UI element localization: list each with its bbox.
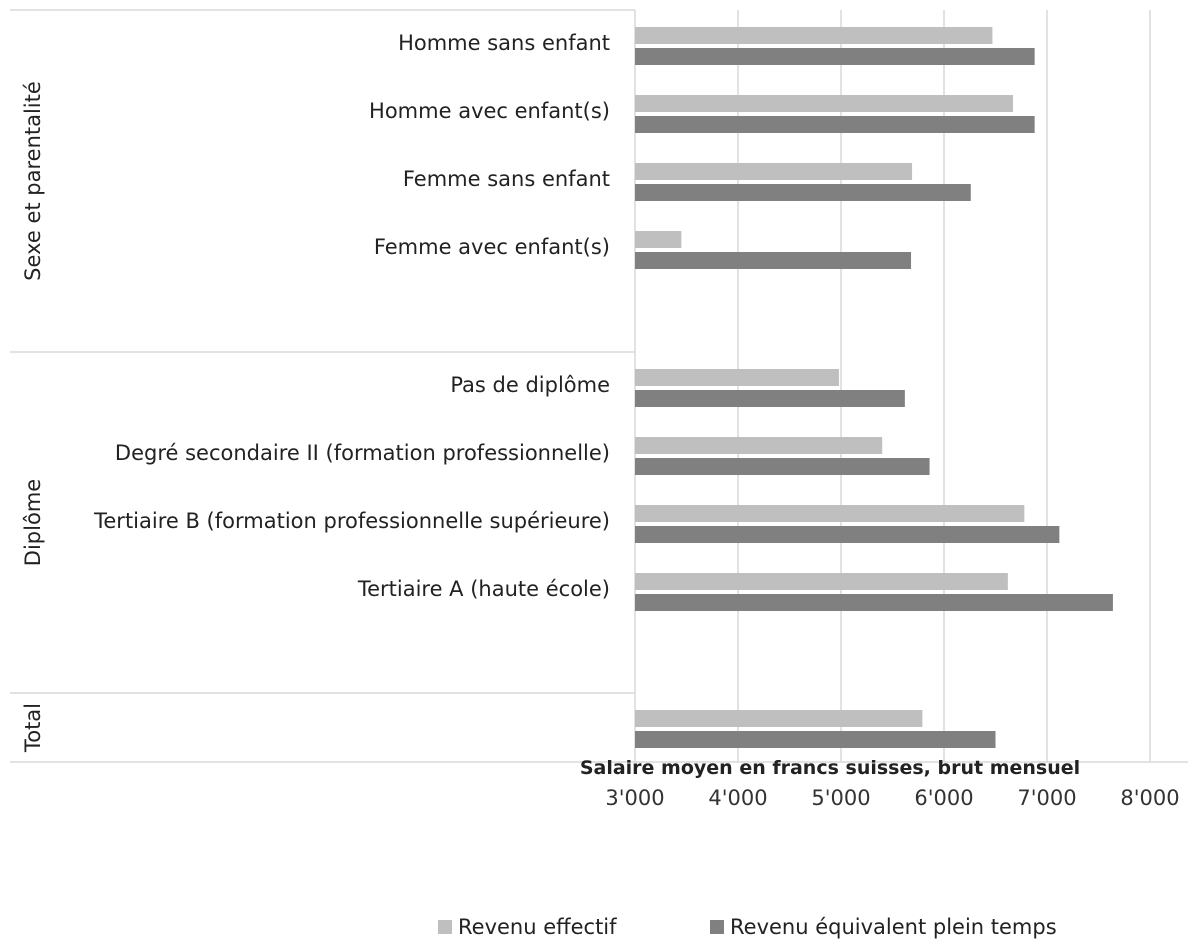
x-tick-label: 5'000 (811, 786, 870, 810)
group-label: Sexe et parentalité (21, 81, 45, 281)
category-label: Tertiaire A (haute école) (357, 577, 610, 601)
bar-fulltime (635, 731, 996, 748)
bar-effective (635, 505, 1025, 522)
bar-effective (635, 163, 913, 180)
x-axis-title: Salaire moyen en francs suisses, brut me… (579, 757, 1081, 779)
category-label: Femme avec enfant(s) (374, 235, 610, 259)
x-tick-label: 4'000 (708, 786, 767, 810)
legend-item-fulltime: Revenu équivalent plein temps (710, 915, 1057, 939)
bar-fulltime (635, 458, 930, 475)
category-label: Femme sans enfant (403, 167, 610, 191)
bar-fulltime (635, 526, 1060, 543)
x-tick-label: 7'000 (1017, 786, 1076, 810)
bar-fulltime (635, 116, 1035, 133)
legend-label-fulltime: Revenu équivalent plein temps (730, 915, 1057, 939)
legend-swatch-fulltime (710, 920, 724, 934)
bar-effective (635, 710, 923, 727)
x-tick-label: 3'000 (605, 786, 664, 810)
bar-fulltime (635, 184, 971, 201)
bar-effective (635, 573, 1008, 590)
bar-fulltime (635, 252, 912, 269)
group-label: Diplôme (21, 479, 45, 566)
bar-fulltime (635, 390, 905, 407)
legend-label-effective: Revenu effectif (458, 915, 617, 939)
bar-effective (635, 437, 883, 454)
legend-swatch-effective (438, 920, 452, 934)
group-label: Total (21, 703, 45, 753)
bar-fulltime (635, 48, 1035, 65)
category-label: Degré secondaire II (formation professio… (115, 441, 610, 465)
legend-item-effective: Revenu effectif (438, 915, 617, 939)
category-label: Pas de diplôme (450, 373, 610, 397)
bar-effective (635, 231, 682, 248)
x-tick-label: 8'000 (1120, 786, 1179, 810)
category-label: Tertiaire B (formation professionnelle s… (93, 509, 610, 533)
bar-effective (635, 369, 839, 386)
category-label: Homme sans enfant (398, 31, 610, 55)
x-tick-label: 6'000 (914, 786, 973, 810)
bar-fulltime (635, 594, 1113, 611)
legend: Revenu effectif Revenu équivalent plein … (0, 915, 1188, 947)
category-label: Homme avec enfant(s) (369, 99, 610, 123)
bar-effective (635, 95, 1014, 112)
bar-effective (635, 27, 993, 44)
